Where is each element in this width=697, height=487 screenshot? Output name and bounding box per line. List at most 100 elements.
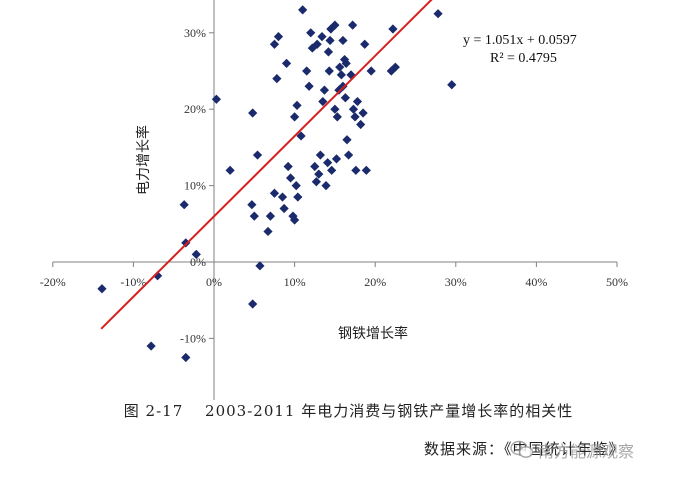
tick-labels: -20%-10%0%10%20%30%40%50%-20%-10%0%10%20… — [40, 26, 628, 346]
data-point — [97, 284, 107, 294]
scatter-chart: -20%-10%0%10%20%30%40%50%-20%-10%0%10%20… — [40, 0, 628, 400]
data-point — [433, 9, 443, 19]
x-tick-label: 40% — [525, 275, 547, 289]
data-point — [348, 104, 359, 114]
data-point — [296, 131, 306, 141]
data-point — [315, 150, 325, 160]
data-point — [288, 211, 298, 221]
x-tick-label: -10% — [120, 275, 146, 289]
chart-axes — [52, 0, 618, 400]
x-tick-label: 30% — [445, 275, 467, 289]
watermark-text: 南方能源观察 — [538, 442, 635, 461]
data-point — [318, 96, 328, 107]
data-point — [346, 70, 356, 80]
data-point — [255, 261, 265, 271]
data-point — [340, 93, 350, 103]
data-point — [248, 299, 258, 309]
data-point — [211, 94, 222, 104]
data-points — [97, 5, 457, 363]
data-point — [342, 135, 352, 145]
data-point — [447, 80, 457, 90]
y-tick-label: 10% — [184, 179, 206, 193]
data-point — [366, 66, 376, 76]
data-point — [263, 226, 273, 237]
data-point — [179, 200, 189, 210]
data-point — [352, 96, 363, 107]
figure-title: 2003-2011 年电力消费与钢铁产量增长率的相关性 — [205, 402, 574, 420]
data-point — [310, 161, 320, 172]
data-point — [348, 20, 358, 30]
data-point — [360, 39, 370, 49]
data-point — [225, 165, 235, 175]
data-point — [290, 215, 300, 225]
data-point — [307, 43, 317, 53]
y-axis-label: 电力增长率 — [135, 125, 152, 195]
x-tick-label: 0% — [206, 275, 222, 289]
figure-number: 图 2-17 — [123, 402, 184, 420]
data-point — [181, 352, 191, 363]
data-point — [323, 47, 334, 57]
data-point — [350, 112, 360, 122]
data-point — [152, 271, 163, 281]
data-point — [324, 66, 334, 76]
data-point — [330, 20, 340, 30]
data-point — [361, 165, 371, 175]
data-point — [247, 200, 257, 210]
x-tick-label: -20% — [40, 275, 66, 289]
data-point — [281, 58, 292, 68]
data-point — [331, 154, 342, 164]
data-point — [311, 177, 321, 187]
wechat-icon — [510, 440, 534, 458]
data-point — [285, 173, 296, 183]
data-point — [146, 341, 156, 351]
x-tick-label: 20% — [364, 275, 386, 289]
data-point — [272, 74, 282, 84]
data-point — [292, 100, 302, 110]
data-point — [314, 169, 324, 179]
data-point — [330, 104, 340, 114]
data-point — [351, 165, 361, 175]
data-point — [191, 249, 201, 259]
data-point — [323, 158, 333, 168]
figure-caption: 图 2-17 2003-2011 年电力消费与钢铁产量增长率的相关性 — [0, 400, 697, 421]
data-point — [302, 66, 312, 76]
data-point — [327, 165, 337, 175]
y-tick-label: -10% — [180, 331, 206, 345]
r-squared-label: R² = 0.4795 — [490, 51, 557, 66]
x-axis-label: 钢铁增长率 — [338, 325, 408, 342]
trend-equation: y = 1.051x + 0.0597 — [463, 33, 577, 48]
y-tick-label: 20% — [184, 102, 206, 116]
data-point — [358, 108, 368, 118]
data-point — [298, 5, 308, 15]
data-point — [291, 181, 301, 191]
data-point — [181, 238, 191, 248]
data-point — [325, 35, 335, 46]
data-point — [344, 150, 354, 160]
data-point — [341, 58, 351, 68]
data-point — [283, 161, 293, 172]
data-point — [338, 35, 348, 46]
data-point — [269, 39, 280, 49]
data-point — [319, 85, 330, 95]
data-point — [269, 188, 280, 198]
data-point — [290, 112, 300, 122]
x-tick-label: 50% — [606, 275, 628, 289]
trend-line — [100, 0, 433, 330]
data-point — [335, 62, 345, 72]
data-point — [273, 32, 284, 42]
data-point — [338, 81, 348, 91]
data-point — [293, 192, 303, 202]
data-point — [339, 54, 350, 65]
data-point — [249, 211, 259, 221]
data-point — [252, 150, 263, 160]
data-point — [265, 211, 276, 221]
watermark: 南方能源观察 — [510, 437, 634, 463]
data-point — [306, 28, 316, 38]
data-point — [388, 24, 398, 34]
data-point — [321, 181, 331, 191]
y-tick-label: 30% — [184, 26, 206, 40]
data-point — [356, 119, 366, 130]
data-point — [304, 81, 314, 91]
y-tick-label: 0% — [190, 255, 206, 269]
data-point — [279, 203, 289, 214]
